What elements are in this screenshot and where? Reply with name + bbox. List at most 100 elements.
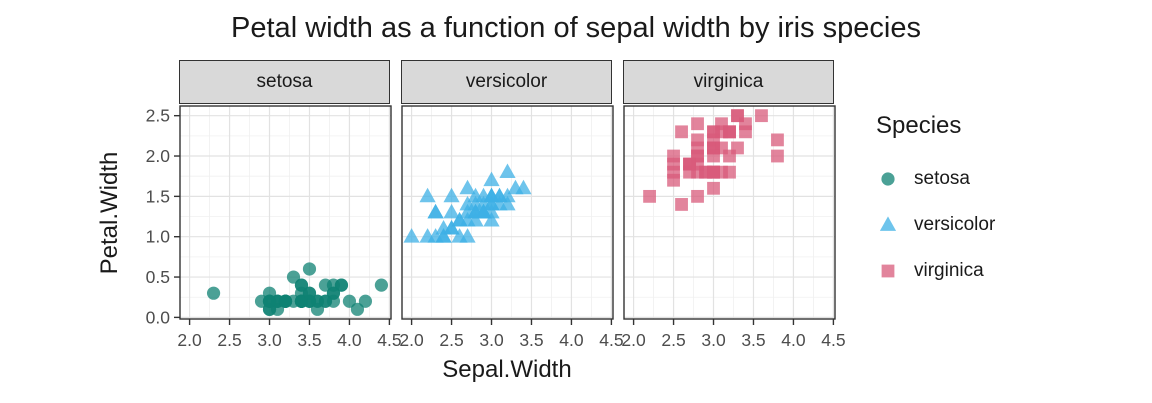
- data-point-setosa: [310, 302, 325, 316]
- data-point-setosa: [262, 286, 277, 300]
- data-point-virginica: [707, 149, 720, 163]
- data-point-virginica: [691, 189, 704, 203]
- x-tick-label: 3.5: [297, 330, 321, 350]
- chart-title: Petal width as a function of sepal width…: [231, 12, 921, 44]
- data-point-virginica: [771, 133, 784, 147]
- data-point-versicolor: [467, 203, 484, 219]
- legend: Species setosa versicolor virginica: [876, 112, 995, 304]
- facet-strip-virginica: virginica: [623, 60, 834, 104]
- legend-title: Species: [876, 112, 962, 139]
- x-tick-label: 3.5: [519, 330, 543, 350]
- x-axis-title: Sepal.Width: [442, 356, 572, 383]
- data-point-setosa: [358, 294, 373, 308]
- legend-key-square-glyph: [881, 264, 895, 278]
- data-point-virginica: [643, 189, 656, 203]
- data-point-versicolor: [427, 228, 444, 243]
- data-point-versicolor: [483, 211, 500, 227]
- data-point-versicolor: [427, 203, 444, 219]
- x-tick-label: 3.5: [741, 330, 765, 350]
- legend-item-versicolor: versicolor: [876, 212, 995, 238]
- x-tick-label: 2.5: [661, 330, 685, 350]
- legend-items: setosa versicolor virginica: [876, 166, 995, 284]
- x-tick-label: 2.0: [399, 330, 424, 350]
- data-point-setosa: [374, 278, 389, 292]
- data-point-versicolor: [403, 228, 420, 243]
- data-point-versicolor: [483, 171, 500, 187]
- data-point-versicolor: [459, 179, 476, 195]
- y-tick-label: 2.5: [146, 106, 170, 126]
- legend-item-label: setosa: [914, 168, 970, 189]
- facet-strip-label: virginica: [693, 71, 764, 92]
- x-tick-label: 4.0: [781, 330, 806, 350]
- data-point-versicolor: [443, 220, 460, 235]
- data-point-versicolor: [499, 163, 516, 179]
- x-tick-label: 2.5: [217, 330, 241, 350]
- data-point-virginica: [667, 157, 680, 171]
- data-point-versicolor: [451, 211, 468, 227]
- data-point-setosa: [286, 270, 301, 284]
- x-tick-label: 3.0: [257, 330, 282, 350]
- data-point-versicolor: [515, 179, 532, 195]
- data-point-setosa: [342, 294, 357, 308]
- data-point-versicolor: [483, 195, 500, 211]
- data-point-virginica: [691, 133, 704, 147]
- data-point-virginica: [731, 109, 744, 123]
- legend-key-circle-icon: [881, 172, 895, 186]
- panel-border: [401, 105, 614, 320]
- data-point-setosa: [286, 294, 301, 308]
- data-point-virginica: [683, 157, 696, 171]
- y-tick-label: 0.5: [146, 267, 170, 287]
- x-tick-label: 4.5: [377, 330, 401, 350]
- legend-item-virginica: virginica: [876, 258, 995, 284]
- x-tick-label: 3.0: [701, 330, 726, 350]
- data-point-setosa: [302, 286, 317, 300]
- legend-key-triangle-glyph: [879, 216, 897, 231]
- data-point-virginica: [707, 165, 720, 179]
- x-tick-label: 4.0: [559, 330, 584, 350]
- data-point-versicolor: [443, 203, 460, 219]
- y-tick-label: 1.0: [146, 227, 171, 247]
- data-point-setosa: [294, 278, 309, 292]
- facet-strip-setosa: setosa: [179, 60, 390, 104]
- data-point-versicolor: [443, 187, 460, 203]
- y-tick-label: 2.0: [146, 146, 171, 166]
- data-point-virginica: [771, 149, 784, 163]
- x-tick-label: 4.0: [337, 330, 362, 350]
- panel-border: [179, 105, 392, 320]
- data-point-setosa: [350, 302, 365, 316]
- legend-item-label: virginica: [914, 260, 984, 281]
- x-tick-label: 3.0: [479, 330, 504, 350]
- data-point-virginica: [675, 125, 688, 139]
- facet-strip-versicolor: versicolor: [401, 60, 612, 104]
- legend-key-circle-glyph: [881, 172, 895, 186]
- y-tick-label: 0.0: [146, 307, 171, 327]
- data-point-virginica: [691, 117, 704, 131]
- x-tick-label: 4.5: [821, 330, 845, 350]
- data-point-setosa: [302, 262, 317, 276]
- data-point-setosa: [326, 278, 341, 292]
- facet-strip-label: setosa: [256, 71, 313, 92]
- data-point-versicolor: [491, 187, 508, 203]
- legend-item-label: versicolor: [914, 214, 996, 235]
- data-point-virginica: [723, 125, 736, 139]
- x-tick-label: 4.5: [599, 330, 623, 350]
- data-point-virginica: [731, 141, 744, 155]
- panel-border: [623, 105, 836, 320]
- y-tick-label: 1.5: [146, 186, 170, 206]
- data-point-virginica: [739, 125, 752, 139]
- legend-item-setosa: setosa: [876, 166, 995, 192]
- data-point-virginica: [675, 198, 688, 211]
- x-tick-label: 2.5: [439, 330, 463, 350]
- panel-background: [180, 106, 391, 319]
- x-tick-label: 2.0: [177, 330, 202, 350]
- data-point-virginica: [707, 125, 720, 139]
- x-tick-label: 2.0: [621, 330, 646, 350]
- data-point-virginica: [707, 181, 720, 195]
- legend-key-square-icon: [881, 264, 895, 278]
- data-point-setosa: [206, 286, 221, 300]
- data-point-versicolor: [467, 195, 484, 211]
- panel-background: [624, 106, 835, 319]
- data-point-versicolor: [451, 228, 468, 243]
